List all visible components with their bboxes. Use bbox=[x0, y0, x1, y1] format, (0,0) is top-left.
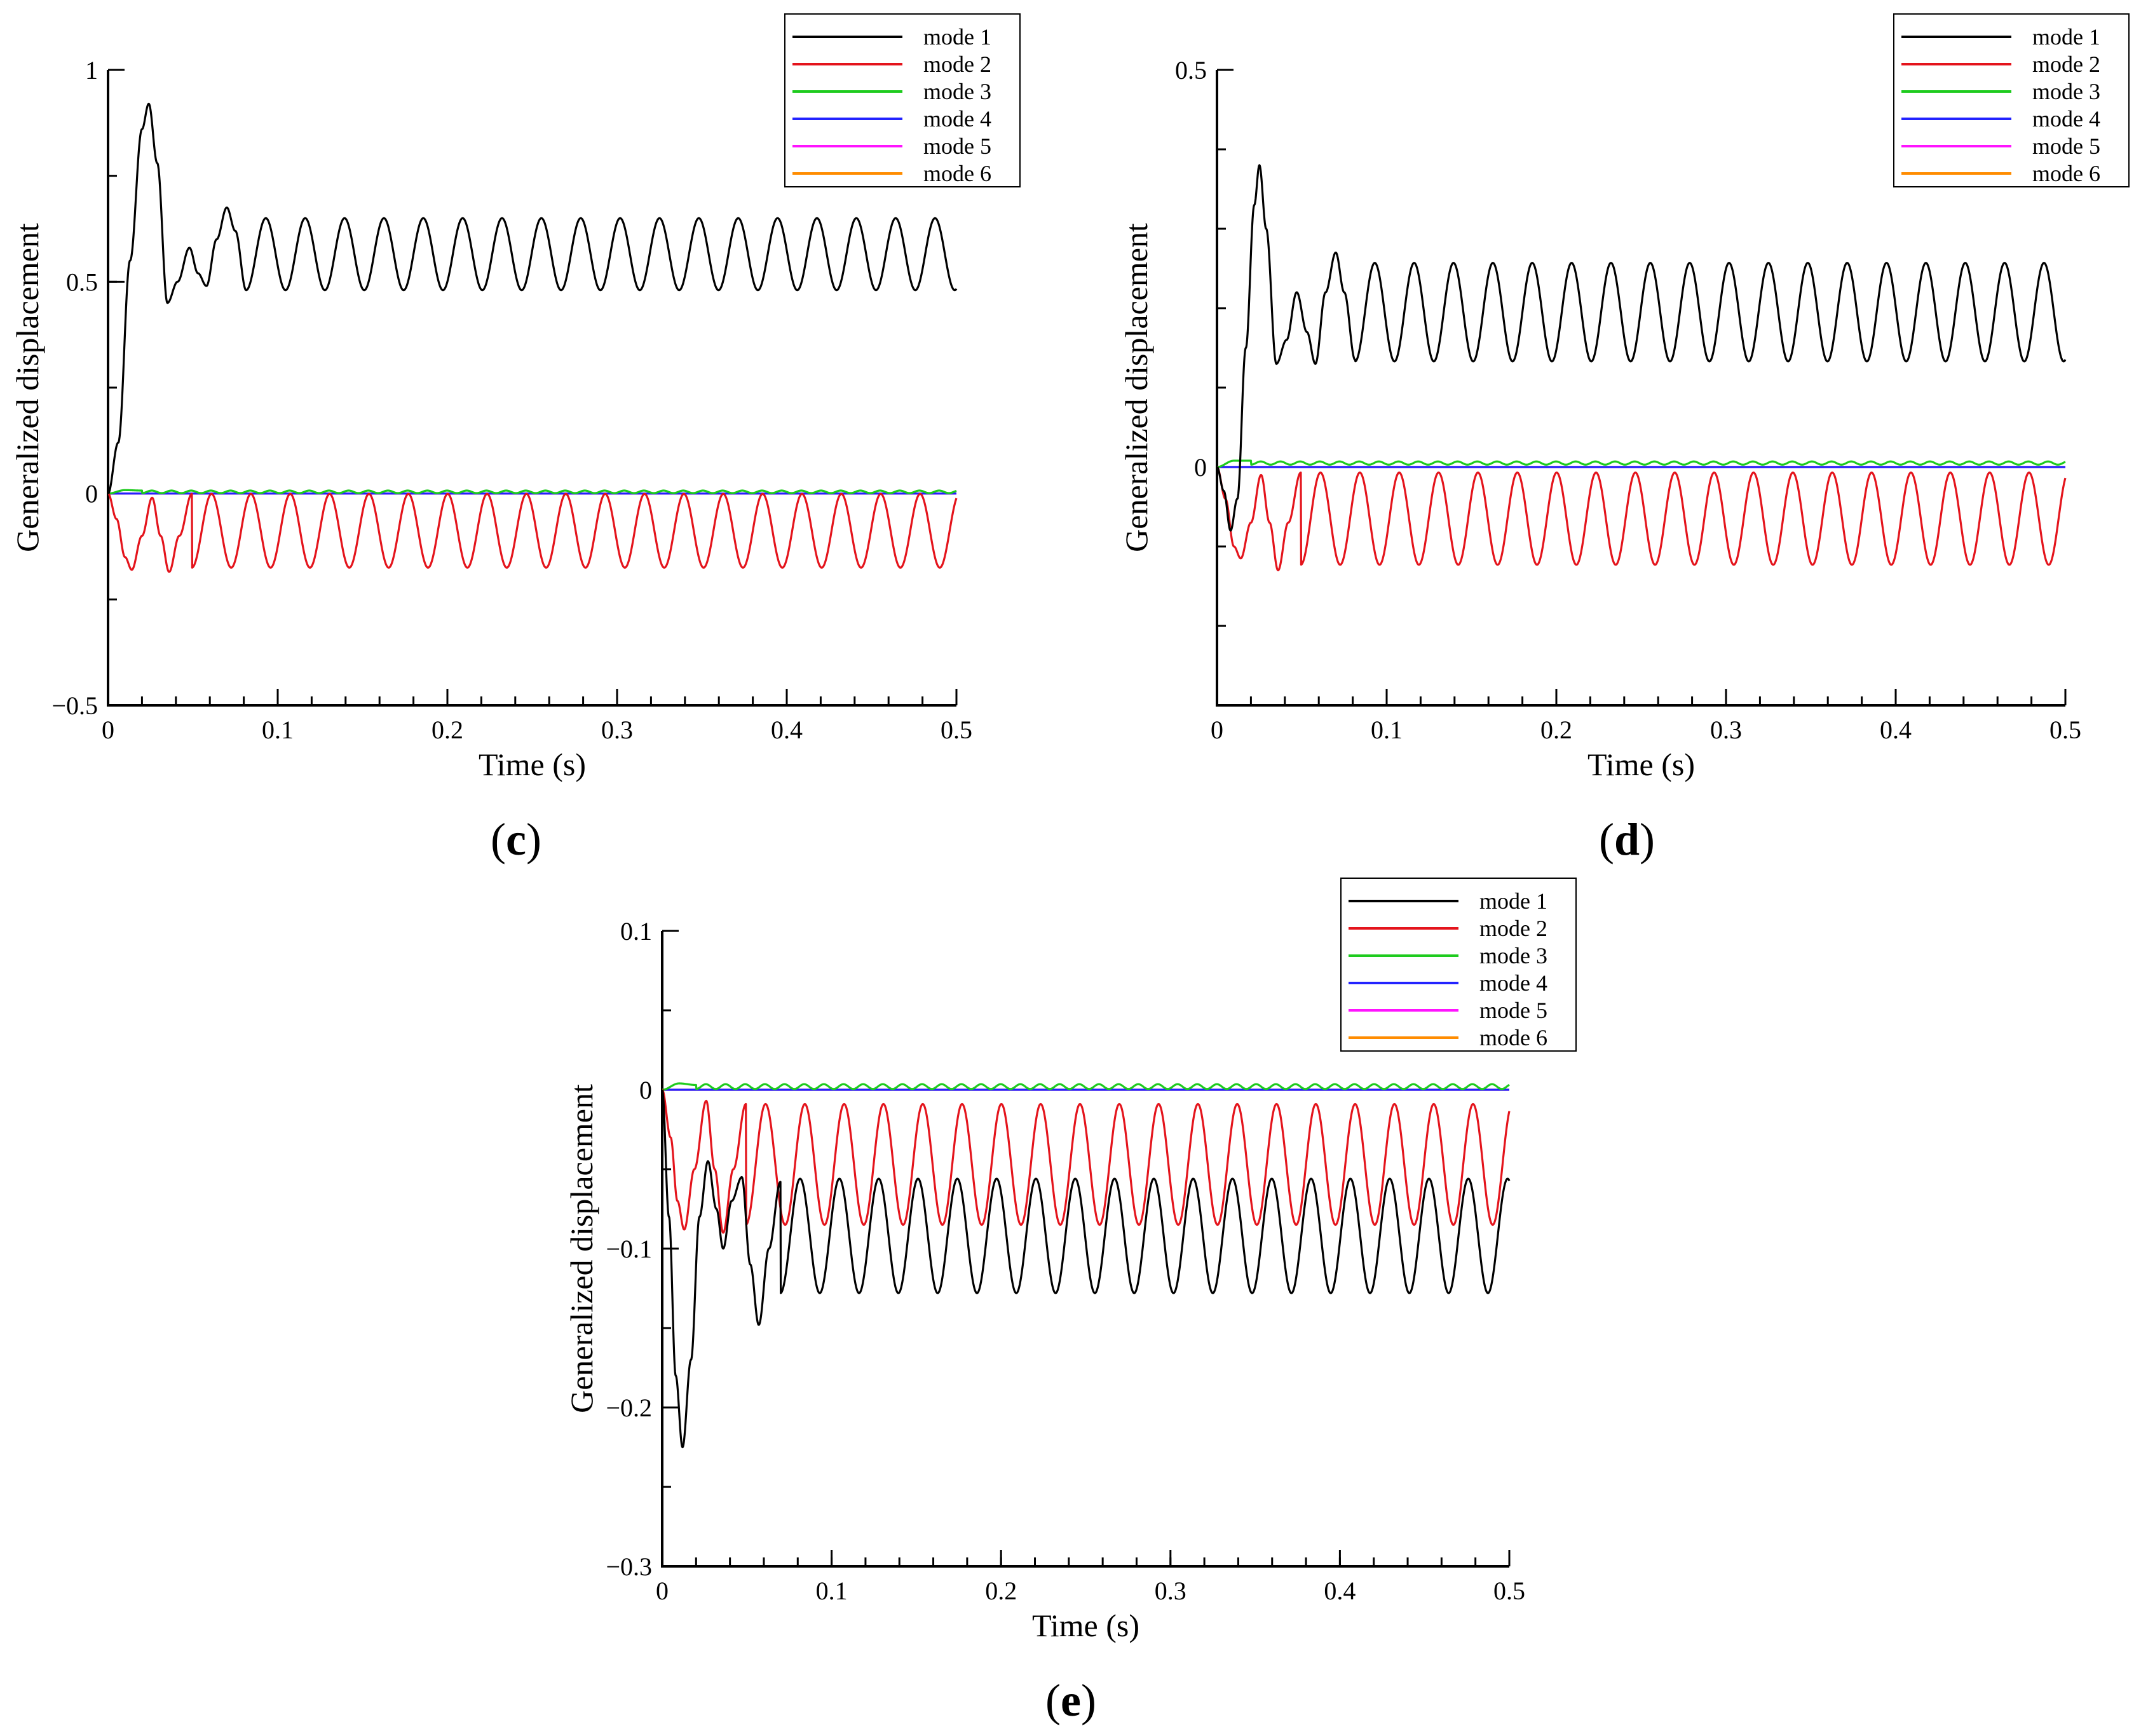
series-line-mode-3 bbox=[1217, 459, 2067, 468]
x-tick-label: 0 bbox=[102, 715, 114, 744]
axis-frame bbox=[661, 931, 1509, 1568]
legend-box bbox=[1340, 878, 1577, 1052]
x-tick-label: 0.3 bbox=[1710, 715, 1742, 744]
legend-label: mode 2 bbox=[1479, 916, 1547, 941]
legend-label: mode 5 bbox=[2032, 133, 2100, 159]
y-tick-label: 0 bbox=[1194, 453, 1207, 482]
series-line-mode-3 bbox=[662, 1082, 1511, 1091]
y-tick-label: 1 bbox=[85, 56, 98, 85]
legend-label: mode 1 bbox=[923, 24, 991, 50]
legend-box bbox=[784, 13, 1021, 187]
series-line-mode-2 bbox=[108, 492, 958, 573]
x-tick-label: 0.3 bbox=[601, 715, 633, 744]
chart-panel-d: 0 0.5 0 0.1 0.2 0.3 0.4 0.5 Time (s) Generalized … bbox=[1118, 13, 2130, 865]
x-tick-label: 0.4 bbox=[771, 715, 803, 744]
y-tick-label: 0.5 bbox=[66, 268, 98, 296]
legend-label: mode 5 bbox=[1479, 998, 1547, 1023]
y-tick-label: −0.2 bbox=[606, 1394, 652, 1422]
panel-label: (e) bbox=[1045, 1675, 1096, 1726]
legend-label: mode 1 bbox=[2032, 24, 2100, 50]
series-line-mode-3 bbox=[108, 489, 958, 495]
series-line-mode-2 bbox=[1217, 466, 2067, 572]
axis-frame bbox=[107, 70, 956, 707]
series-line-mode-1 bbox=[662, 1089, 1511, 1449]
legend-label: mode 3 bbox=[923, 79, 991, 104]
legend-label: mode 4 bbox=[2032, 106, 2100, 132]
y-tick-label: 0 bbox=[639, 1076, 652, 1104]
y-axis-title: Generalized displacement bbox=[564, 1084, 599, 1413]
series-line-mode-1 bbox=[108, 102, 958, 495]
legend-label: mode 6 bbox=[1479, 1025, 1547, 1050]
x-tick-label: 0.4 bbox=[1324, 1577, 1356, 1605]
x-axis-title: Time (s) bbox=[479, 747, 586, 782]
panel-label: (c) bbox=[491, 814, 541, 865]
panel-label: (d) bbox=[1599, 814, 1655, 865]
y-axis-title: Generalized displacement bbox=[1118, 223, 1154, 552]
y-tick-label: −0.5 bbox=[51, 691, 98, 720]
legend-label: mode 6 bbox=[2032, 161, 2100, 186]
legend-box bbox=[1893, 13, 2130, 187]
series-line-mode-2 bbox=[662, 1088, 1511, 1234]
chart-panel-e: −0.3 −0.2 −0.1 0 0.1 0 0.1 0.2 0.3 0.4 0.5 Time (s)… bbox=[564, 878, 1577, 1726]
x-tick-label: 0.5 bbox=[2049, 715, 2081, 744]
x-tick-label: 0.5 bbox=[1493, 1577, 1525, 1605]
legend-label: mode 5 bbox=[923, 133, 991, 159]
x-tick-label: 0.1 bbox=[262, 715, 294, 744]
x-axis-title: Time (s) bbox=[1032, 1608, 1139, 1643]
legend-label: mode 3 bbox=[1479, 943, 1547, 968]
x-tick-label: 0.2 bbox=[985, 1577, 1017, 1605]
x-axis-title: Time (s) bbox=[1587, 747, 1695, 782]
legend-label: mode 4 bbox=[1479, 970, 1547, 996]
x-tick-label: 0 bbox=[1211, 715, 1223, 744]
legend-label: mode 2 bbox=[923, 51, 991, 77]
axis-frame bbox=[1216, 70, 2065, 707]
x-tick-label: 0.4 bbox=[1880, 715, 1912, 744]
y-tick-label: −0.3 bbox=[606, 1552, 652, 1581]
legend-label: mode 4 bbox=[923, 106, 991, 132]
x-tick-label: 0.2 bbox=[1540, 715, 1572, 744]
x-tick-label: 0.1 bbox=[816, 1577, 848, 1605]
legend-label: mode 1 bbox=[1479, 888, 1547, 914]
legend-label: mode 6 bbox=[923, 161, 991, 186]
y-tick-label: 0 bbox=[85, 480, 98, 508]
y-tick-label: 0.1 bbox=[620, 917, 652, 946]
legend-label: mode 2 bbox=[2032, 51, 2100, 77]
x-tick-label: 0.3 bbox=[1155, 1577, 1186, 1605]
y-axis-title: Generalized displacement bbox=[10, 223, 45, 552]
x-tick-label: 0 bbox=[656, 1577, 669, 1605]
series-line-mode-1 bbox=[1217, 164, 2067, 532]
x-tick-label: 0.5 bbox=[941, 715, 972, 744]
x-tick-label: 0.2 bbox=[432, 715, 463, 744]
y-tick-label: 0.5 bbox=[1175, 56, 1207, 85]
x-tick-label: 0.1 bbox=[1371, 715, 1403, 744]
legend-label: mode 3 bbox=[2032, 79, 2100, 104]
y-tick-label: −0.1 bbox=[606, 1235, 652, 1263]
